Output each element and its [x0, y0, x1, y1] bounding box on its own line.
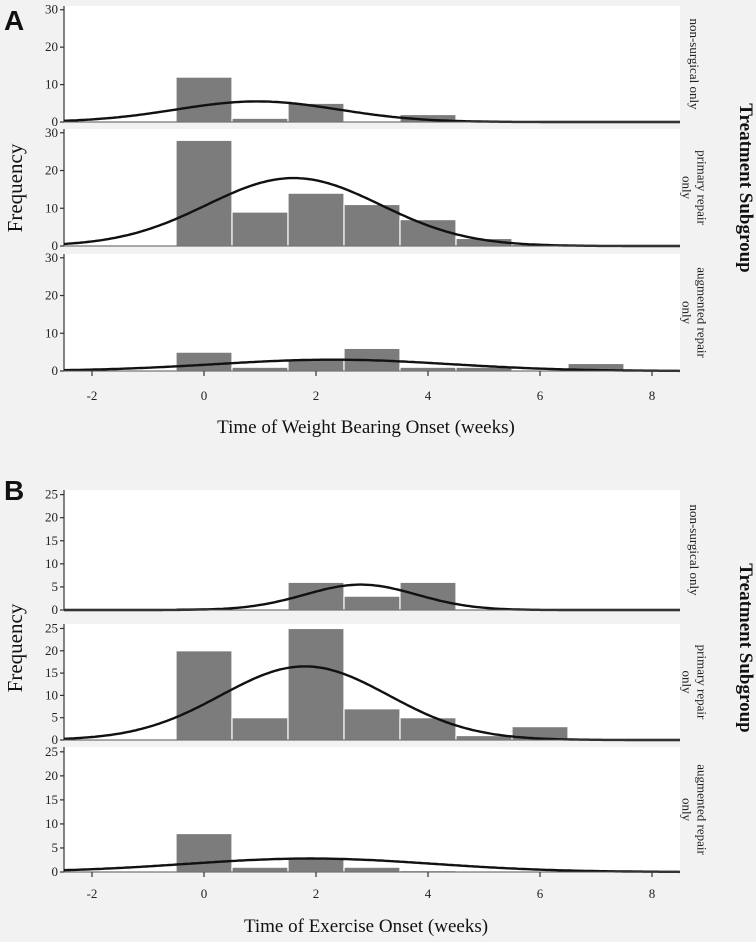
x-tick-label: 4 [425, 886, 432, 901]
y-tick-label: 15 [45, 665, 58, 680]
histogram-bar [343, 866, 401, 873]
y-tick-label: 30 [45, 125, 58, 140]
facet-label-line: only [680, 301, 695, 325]
facet-label: augmented repaironly [680, 764, 710, 855]
histogram-bar [175, 650, 233, 741]
y-tick-label: 10 [45, 556, 58, 571]
facet-label-line: augmented repair [695, 764, 710, 855]
y-tick-label: 25 [45, 620, 58, 635]
y-tick-label: 30 [45, 250, 58, 265]
x-axis-title: Time of Exercise Onset (weeks) [244, 916, 488, 937]
panel-letter: A [4, 5, 24, 36]
histogram-bar [399, 366, 457, 372]
x-tick-label: 0 [201, 388, 208, 403]
histogram-bar [175, 832, 233, 873]
facet-label: non-surgical only [687, 504, 702, 596]
facet-background [64, 747, 680, 872]
facet-2: 0 5 10 15 20 25 primary repaironly [45, 620, 710, 747]
x-tick-label: 8 [649, 886, 656, 901]
y-tick-label: 10 [45, 200, 58, 215]
x-tick-label: 4 [425, 388, 432, 403]
y-tick-label: 0 [52, 864, 59, 879]
y-tick-label: 25 [45, 744, 58, 759]
facet-3: 0 5 10 15 20 25 augmented repaironly [45, 744, 710, 879]
y-tick-label: 15 [45, 792, 58, 807]
facet-2: 0 10 20 30 primary repaironly [45, 125, 710, 253]
facet-group-title: Treatment Subgroup [735, 563, 756, 732]
facet-background [64, 6, 680, 122]
y-tick-label: 0 [52, 363, 59, 378]
facet-label: primary repaironly [680, 645, 710, 720]
facet-label: augmented repaironly [680, 267, 710, 358]
x-tick-label: 8 [649, 388, 656, 403]
y-axis-title: Frequency [3, 143, 27, 232]
x-tick-label: 0 [201, 886, 208, 901]
facet-label-line: only [680, 670, 695, 694]
x-axis-title: Time of Weight Bearing Onset (weeks) [217, 417, 515, 438]
facet-label-line: non-surgical only [687, 18, 702, 110]
y-tick-label: 0 [52, 238, 59, 253]
y-tick-label: 20 [45, 163, 58, 178]
histogram-bar [175, 76, 233, 123]
y-tick-label: 0 [52, 114, 59, 129]
y-tick-label: 10 [45, 816, 58, 831]
facet-label-line: primary repair [695, 150, 710, 225]
y-tick-label: 20 [45, 510, 58, 525]
y-tick-label: 5 [52, 710, 59, 725]
x-tick-label: 6 [537, 388, 544, 403]
y-tick-label: 10 [45, 325, 58, 340]
normal-curve [63, 857, 681, 874]
histogram-bar [287, 192, 345, 247]
x-tick-label: -2 [87, 388, 98, 403]
y-tick-label: 20 [45, 288, 58, 303]
y-tick-label: 5 [52, 579, 59, 594]
facet-label-line: augmented repair [695, 267, 710, 358]
x-tick-label: -2 [87, 886, 98, 901]
y-tick-label: 10 [45, 687, 58, 702]
y-tick-label: 15 [45, 533, 58, 548]
y-tick-label: 0 [52, 602, 59, 617]
histogram-bar [399, 717, 457, 741]
y-tick-label: 10 [45, 77, 58, 92]
histogram-bar [287, 627, 345, 741]
y-tick-label: 20 [45, 643, 58, 658]
histogram-bar [231, 366, 289, 372]
normal-curve [63, 358, 681, 373]
histogram-bar [231, 717, 289, 741]
facet-label-line: primary repair [695, 645, 710, 720]
y-tick-label: 25 [45, 487, 58, 502]
facet-label-line: only [680, 798, 695, 822]
y-tick-label: 20 [45, 768, 58, 783]
facet-background [64, 490, 680, 610]
histogram-bar [231, 117, 289, 123]
y-axis-title: Frequency [3, 603, 27, 692]
facet-3: 0 10 20 30 augmented repaironly [45, 250, 710, 378]
facet-group-title: Treatment Subgroup [735, 103, 756, 272]
facet-1: 0 5 10 15 20 25 non-surgical only [45, 487, 702, 617]
histogram-bar [231, 211, 289, 247]
facet-1: 0 10 20 30 non-surgical only [45, 2, 702, 129]
panel-letter: B [4, 475, 24, 506]
facet-label-line: non-surgical only [687, 504, 702, 596]
histogram-bar [343, 595, 401, 611]
histogram-bar [231, 866, 289, 873]
y-tick-label: 20 [45, 39, 58, 54]
facet-label: non-surgical only [687, 18, 702, 110]
histogram-bar [399, 581, 457, 611]
histogram-bar [175, 139, 233, 247]
y-tick-label: 0 [52, 732, 59, 747]
y-tick-label: 30 [45, 2, 58, 17]
x-tick-label: 2 [313, 388, 320, 403]
x-tick-label: 6 [537, 886, 544, 901]
facet-label: primary repaironly [680, 150, 710, 225]
histogram-bar [343, 708, 401, 741]
histogram-bar [175, 351, 233, 372]
facet-label-line: only [680, 176, 695, 200]
y-tick-label: 5 [52, 840, 59, 855]
x-tick-label: 2 [313, 886, 320, 901]
